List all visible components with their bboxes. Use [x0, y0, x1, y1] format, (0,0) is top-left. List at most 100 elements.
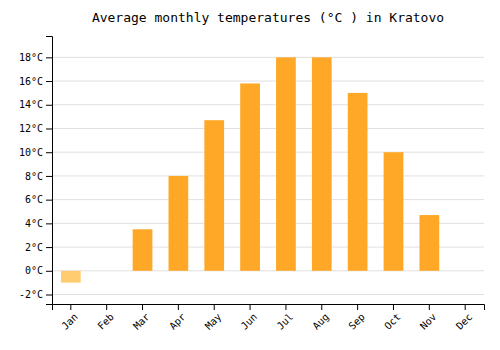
x-tick-mark [465, 304, 466, 310]
y-tick-mark [46, 81, 52, 82]
chart: -2°C 0°C 2°C 4°C 6°C 8°C 10°C 12°C 14°C 16°C 18°C J… [0, 0, 500, 350]
x-tick: Jun [239, 304, 260, 332]
y-tick: 6°C [25, 194, 52, 205]
bar [133, 229, 153, 271]
bars [61, 57, 439, 282]
x-tick-mark [250, 304, 251, 310]
x-tick-label: Oct [382, 311, 403, 332]
y-tick-mark [46, 152, 52, 153]
grid-line [52, 294, 484, 295]
grid-line [52, 270, 484, 271]
x-tick: Feb [95, 304, 116, 332]
y-tick-label: 14°C [19, 99, 43, 110]
bar [240, 83, 260, 270]
grid-line [52, 175, 484, 176]
grid-line [52, 223, 484, 224]
y-tick-mark [46, 223, 52, 224]
x-tick: Aug [310, 304, 331, 332]
y-tick-mark [46, 247, 52, 248]
x-axis-line [53, 305, 485, 311]
x-tick: Dec [454, 304, 475, 332]
grid-line [52, 104, 484, 105]
bar [204, 120, 224, 271]
y-tick: 12°C [19, 123, 52, 134]
x-tick-label: Jul [275, 311, 296, 332]
grid-line [52, 199, 484, 200]
x-tick-mark [429, 304, 430, 310]
bar [169, 176, 189, 271]
bar [61, 271, 81, 283]
y-tick-mark [46, 128, 52, 129]
y-tick-label: 16°C [19, 76, 43, 87]
y-tick-mark [46, 271, 52, 272]
y-tick-label: 18°C [19, 52, 43, 63]
grid-line [52, 152, 484, 153]
bar [419, 215, 439, 271]
y-tick-label: 12°C [19, 123, 43, 134]
y-tick-label: 4°C [25, 218, 43, 229]
x-tick-label: Sep [346, 311, 367, 332]
x-tick-label: Apr [167, 311, 188, 332]
grid [52, 57, 484, 294]
x-tick-mark [321, 304, 322, 310]
y-tick: 10°C [19, 147, 52, 158]
bar [312, 57, 332, 270]
x-tick-mark [106, 304, 107, 310]
x-tick-mark [70, 304, 71, 310]
y-tick: 14°C [19, 99, 52, 110]
x-tick-label: Dec [454, 311, 475, 332]
bar [384, 152, 404, 271]
plot: -2°C 0°C 2°C 4°C 6°C 8°C 10°C 12°C 14°C 16°C 18°C J… [19, 37, 485, 332]
x-tick-label: Jan [59, 311, 80, 332]
y-tick: -2°C [19, 289, 52, 300]
y-tick-mark [46, 295, 52, 296]
x-tick-label: Feb [95, 311, 116, 332]
bar [455, 270, 475, 271]
y-tick-label: -2°C [19, 289, 43, 300]
y-tick: 4°C [25, 218, 52, 229]
y-axis-line [46, 37, 53, 305]
y-tick-label: 0°C [25, 265, 43, 276]
y-tick: 18°C [19, 52, 52, 63]
x-tick-mark [285, 304, 286, 310]
y-tick: 0°C [25, 265, 52, 276]
bar [348, 93, 368, 271]
x-tick: May [203, 304, 224, 332]
x-tick: Oct [382, 304, 403, 332]
y-tick: 8°C [25, 171, 52, 182]
x-tick: Mar [131, 304, 152, 332]
y-tick-label: 2°C [25, 242, 43, 253]
y-tick-label: 8°C [25, 171, 43, 182]
grid-line [52, 57, 484, 58]
x-tick-label: May [203, 311, 224, 332]
x-tick: Nov [418, 304, 439, 332]
x-tick: Sep [346, 304, 367, 332]
x-tick-label: Nov [418, 311, 439, 332]
y-tick-label: 10°C [19, 147, 43, 158]
x-tick: Jan [59, 304, 80, 332]
bar [276, 57, 296, 270]
x-axis: Jan Feb Mar Apr May Jun Jul Aug Sep Oct Nov Dec [53, 304, 485, 332]
y-tick-mark [46, 105, 52, 106]
x-tick-label: Aug [310, 311, 331, 332]
x-tick-mark [214, 304, 215, 310]
x-tick-mark [393, 304, 394, 310]
y-tick-label: 6°C [25, 194, 43, 205]
y-tick-mark [46, 200, 52, 201]
x-tick-label: Mar [131, 311, 152, 332]
x-tick: Jul [275, 304, 296, 332]
y-axis: -2°C 0°C 2°C 4°C 6°C 8°C 10°C 12°C 14°C 16°C 18°C [19, 37, 53, 305]
y-tick-mark [46, 176, 52, 177]
y-tick-mark [46, 57, 52, 58]
x-tick-label: Jun [239, 311, 260, 332]
grid-line [52, 81, 484, 82]
x-tick-mark [178, 304, 179, 310]
title: Average monthly temperatures (°C ) in Kr… [92, 10, 444, 25]
x-tick-mark [142, 304, 143, 310]
x-tick-mark [357, 304, 358, 310]
grid-line [52, 247, 484, 248]
grid-line [52, 128, 484, 129]
y-tick: 16°C [19, 76, 52, 87]
x-tick: Apr [167, 304, 188, 332]
y-tick: 2°C [25, 242, 52, 253]
